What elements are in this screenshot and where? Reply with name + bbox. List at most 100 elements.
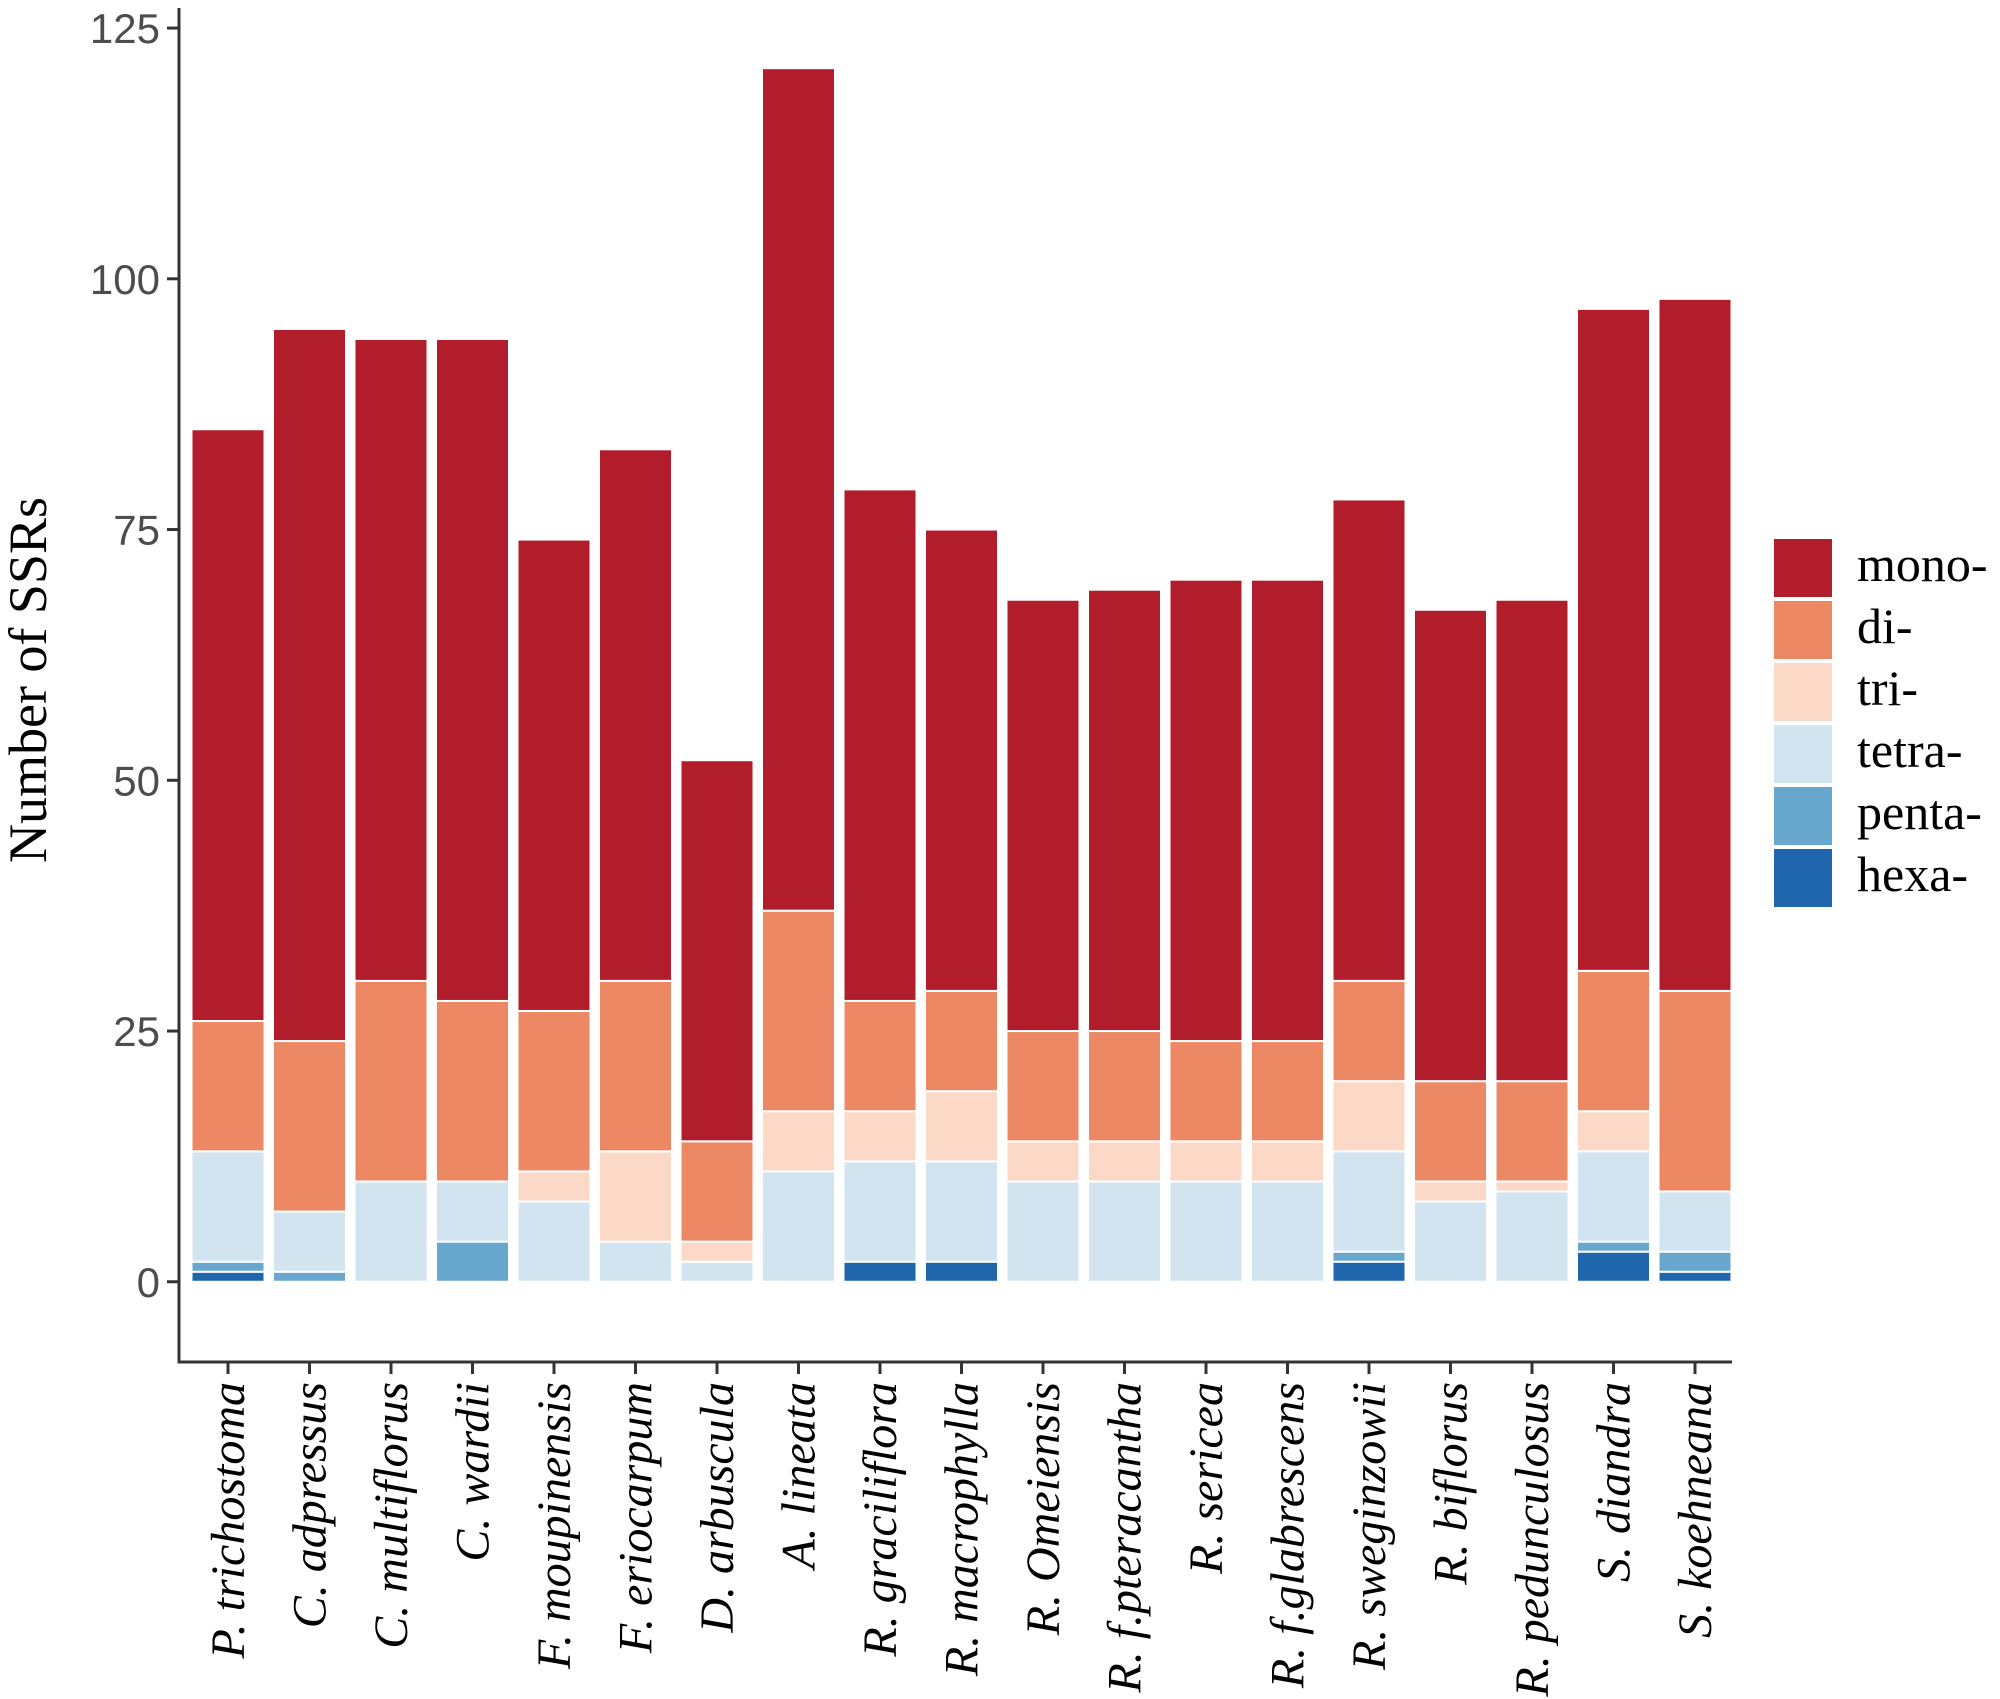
bar-tetra-s-koehneana <box>1657 1190 1733 1253</box>
x-tick-label-r-f-glabrescens: R. f.glabrescens <box>1262 1382 1315 1689</box>
legend-label-tetra: tetra- <box>1857 722 1962 778</box>
x-tick-label-r-pedunculosus: R. pedunculosus <box>1506 1382 1559 1698</box>
bar-di-f-eriocarpum <box>598 979 673 1153</box>
bar-tetra-f-eriocarpum <box>598 1240 673 1283</box>
bar-tri-r-pedunculosus <box>1494 1180 1570 1193</box>
x-tick-label-c-multiflorus: C. multiflorus <box>365 1382 418 1649</box>
bar-tetra-r-sweginzowii <box>1331 1150 1407 1253</box>
legend-key-tetra <box>1774 725 1832 783</box>
bar-mono-r-macrophylla <box>924 528 999 992</box>
bar-mono-f-moupinensis <box>516 538 592 1012</box>
bar-mono-r-sweginzowii <box>1331 498 1407 982</box>
legend-label-mono: mono- <box>1857 536 1988 592</box>
bar-mono-d-arbuscula <box>679 759 755 1143</box>
legend-key-hexa <box>1774 849 1832 907</box>
x-tick-label-r-sweginzowii: R. sweginzowii <box>1343 1382 1396 1671</box>
bar-tetra-f-moupinensis <box>516 1200 592 1283</box>
bar-tri-d-arbuscula <box>679 1240 755 1263</box>
bar-penta-r-sweginzowii <box>1331 1250 1407 1263</box>
bar-tetra-r-biflorus <box>1413 1200 1488 1283</box>
bar-di-c-adpressus <box>272 1040 347 1213</box>
bar-mono-r-sericea <box>1168 578 1244 1043</box>
bar-tri-a-lineata <box>761 1110 836 1173</box>
x-tick-label-a-lineata: A. lineata <box>773 1382 826 1572</box>
bar-penta-c-wardii <box>435 1240 510 1283</box>
bar-di-a-lineata <box>761 909 836 1113</box>
bar-di-p-trichostoma <box>190 1019 266 1153</box>
bar-tri-r-sericea <box>1168 1140 1244 1183</box>
bar-tetra-r-f-glabrescens <box>1250 1180 1325 1283</box>
bar-tri-r-f-glabrescens <box>1250 1140 1325 1183</box>
y-axis-ticks: 0 25 50 75 100 125 <box>90 5 179 1306</box>
x-tick-label-r-biflorus: R. biflorus <box>1425 1382 1478 1586</box>
bar-hexa-p-trichostoma <box>190 1270 266 1283</box>
x-tick-label-r-sericea: R. sericea <box>1180 1382 1233 1575</box>
bar-penta-c-adpressus <box>272 1270 347 1283</box>
bar-di-r-macrophylla <box>924 989 999 1093</box>
x-tick-label-p-trichostoma: P. trichostoma <box>202 1382 255 1659</box>
x-tick-label-r-omeiensis: R. Omeiensis <box>1017 1382 1070 1636</box>
bar-tri-f-eriocarpum <box>598 1150 673 1243</box>
bar-tri-f-moupinensis <box>516 1170 592 1203</box>
x-tick-label-c-wardii: C. wardii <box>447 1382 500 1562</box>
bar-tri-r-f-pteracantha <box>1087 1140 1162 1183</box>
bar-hexa-r-sweginzowii <box>1331 1260 1407 1283</box>
bar-di-r-f-pteracantha <box>1087 1030 1162 1143</box>
bar-tetra-c-wardii <box>435 1180 510 1243</box>
x-tick-label-r-macrophylla: R. macrophylla <box>936 1382 989 1677</box>
bar-tri-r-omeiensis <box>1005 1140 1081 1183</box>
bar-mono-c-multiflorus <box>353 337 429 982</box>
x-tick-label-r-f-pteracantha: R. f.pteracantha <box>1099 1382 1152 1694</box>
bar-tri-s-diandra <box>1576 1110 1651 1153</box>
legend-label-tri: tri- <box>1857 660 1918 716</box>
y-tick-label: 125 <box>90 5 160 52</box>
legend-label-hexa: hexa- <box>1857 846 1968 902</box>
x-tick-label-r-graciliflora: R. graciliflora <box>854 1382 907 1658</box>
x-tick-label-c-adpressus: C. adpressus <box>284 1382 337 1628</box>
bar-tetra-c-adpressus <box>272 1210 347 1273</box>
legend-label-penta: penta- <box>1857 784 1982 840</box>
bar-di-r-pedunculosus <box>1494 1080 1570 1183</box>
bar-mono-r-pedunculosus <box>1494 598 1570 1083</box>
bar-di-r-sweginzowii <box>1331 979 1407 1083</box>
bar-hexa-s-koehneana <box>1657 1270 1733 1283</box>
bar-di-f-moupinensis <box>516 1009 592 1173</box>
bar-hexa-r-macrophylla <box>924 1260 999 1283</box>
bar-tetra-r-macrophylla <box>924 1160 999 1263</box>
x-tick-label-s-diandra: S. diandra <box>1588 1382 1641 1582</box>
legend-label-di: di- <box>1857 598 1913 654</box>
bar-tetra-r-sericea <box>1168 1180 1244 1283</box>
bar-tri-r-macrophylla <box>924 1090 999 1163</box>
bar-mono-r-omeiensis <box>1005 598 1081 1033</box>
y-axis-title: Number of SSRs <box>0 497 58 863</box>
bar-tri-r-graciliflora <box>842 1110 918 1163</box>
bar-mono-c-adpressus <box>272 327 347 1043</box>
bar-tetra-r-pedunculosus <box>1494 1190 1570 1283</box>
bar-tetra-r-graciliflora <box>842 1160 918 1263</box>
legend-key-mono <box>1774 539 1832 597</box>
bar-di-d-arbuscula <box>679 1140 755 1243</box>
bar-tetra-p-trichostoma <box>190 1150 266 1263</box>
bar-mono-s-koehneana <box>1657 297 1733 992</box>
bar-tetra-s-diandra <box>1576 1150 1651 1243</box>
bar-mono-f-eriocarpum <box>598 448 673 982</box>
bar-tetra-a-lineata <box>761 1170 836 1283</box>
bar-di-r-f-glabrescens <box>1250 1040 1325 1143</box>
bar-layer <box>190 67 1733 1283</box>
x-tick-label-d-arbuscula: D. arbuscula <box>691 1382 744 1634</box>
bar-mono-p-trichostoma <box>190 428 266 1022</box>
bar-tetra-r-omeiensis <box>1005 1180 1081 1283</box>
bar-tri-r-sweginzowii <box>1331 1080 1407 1153</box>
legend-key-penta <box>1774 787 1832 845</box>
bar-tri-r-biflorus <box>1413 1180 1488 1203</box>
bar-di-s-koehneana <box>1657 989 1733 1193</box>
bar-tetra-r-f-pteracantha <box>1087 1180 1162 1283</box>
x-tick-label-f-eriocarpum: F. eriocarpum <box>610 1382 663 1654</box>
bar-di-s-diandra <box>1576 969 1651 1113</box>
y-tick-label: 25 <box>113 1008 160 1055</box>
bar-di-c-wardii <box>435 999 510 1183</box>
bar-mono-r-f-pteracantha <box>1087 588 1162 1033</box>
bar-mono-c-wardii <box>435 337 510 1002</box>
bar-mono-r-graciliflora <box>842 488 918 1002</box>
x-axis-ticks: P. trichostoma C. adpressus C. multiflorus… <box>202 1362 1722 1698</box>
